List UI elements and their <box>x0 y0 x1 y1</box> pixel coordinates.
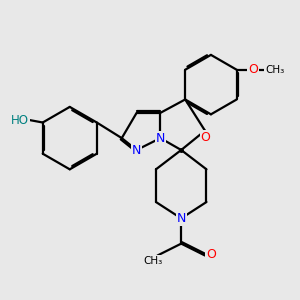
Text: N: N <box>176 212 186 225</box>
Text: HO: HO <box>11 114 29 127</box>
Text: N: N <box>132 143 141 157</box>
Text: O: O <box>248 63 258 76</box>
Text: O: O <box>201 131 211 144</box>
Text: N: N <box>156 132 165 145</box>
Text: CH₃: CH₃ <box>265 65 284 75</box>
Text: CH₃: CH₃ <box>143 256 163 266</box>
Text: O: O <box>206 248 216 260</box>
